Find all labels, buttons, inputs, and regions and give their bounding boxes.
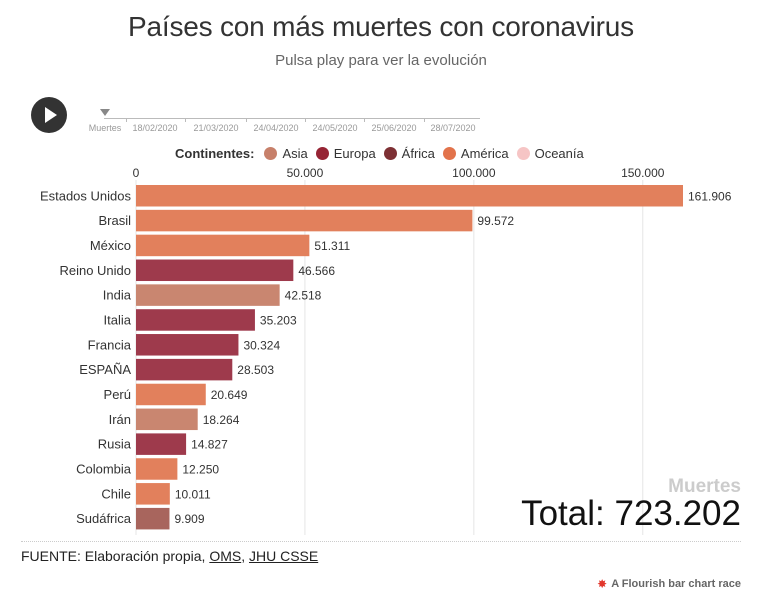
bar-value-label: 35.203 [260,313,297,327]
source-note: FUENTE: Elaboración propia, OMS, JHU CSS… [21,548,318,564]
timeline-date-label: 24/05/2020 [312,123,358,133]
timeline-track[interactable] [104,118,480,119]
timeline-date-label: 21/03/2020 [193,123,239,133]
bar-value-label: 42.518 [285,289,322,303]
chart-title: Países con más muertes con coronavirus [128,11,634,42]
legend-swatch [264,146,278,160]
bar [136,458,178,480]
chart-subtitle: Pulsa play para ver la evolución [275,52,487,69]
timeline-start-label: Muertes [88,123,122,133]
bar-value-label: 30.324 [243,338,280,352]
source-link-oms[interactable]: OMS [209,548,242,564]
bar [136,383,206,406]
legend-label: África [401,145,435,161]
legend-item-america[interactable]: América [442,145,509,161]
flourish-logo-icon: ✸ [597,577,608,591]
legend-title: Continentes: [175,145,255,161]
bar [136,433,187,455]
bar [136,483,170,505]
legend-label: América [460,145,509,161]
timeline-tick [126,118,127,122]
bar-value-label: 14.827 [191,438,228,452]
credit-text: A Flourish bar chart race [611,578,741,590]
legend-swatch [442,146,456,160]
bar-category-label: Rusia [98,437,132,452]
timeline-slider[interactable]: Muertes 18/02/2020 21/03/2020 24/04/2020… [0,0,762,140]
legend-item-oceania[interactable]: Oceanía [516,145,584,161]
bar-category-label: México [90,238,131,253]
bar-category-label: India [103,288,132,303]
bar-category-label: Italia [104,312,132,327]
play-icon [45,107,57,123]
bar-category-label: Estados Unidos [40,188,132,203]
legend-item-asia[interactable]: Asia [264,145,308,161]
total-value: Total: 723.202 [521,494,741,533]
bar [136,309,255,331]
bar-category-label: Francia [88,337,132,352]
legend-label: Oceanía [534,145,584,161]
timeline-tick [364,118,365,122]
bar [136,234,310,257]
timeline-tick [246,118,247,122]
timeline-date-label: 24/04/2020 [253,123,299,133]
x-tick-label: 100.000 [452,166,496,180]
legend-item-europa[interactable]: Europa [315,145,376,161]
timeline-tick [424,118,425,122]
bar-value-label: 161.906 [688,189,732,203]
play-button[interactable] [31,97,67,133]
bar-value-label: 28.503 [237,363,274,377]
timeline-handle[interactable] [100,109,110,116]
legend-item-africa[interactable]: África [383,145,435,161]
x-tick-label: 150.000 [621,166,665,180]
bar [136,209,473,232]
bar-value-label: 12.250 [182,462,219,476]
bar-value-label: 99.572 [477,214,514,228]
legend-swatch [315,146,329,160]
x-tick-label: 0 [133,166,140,180]
bar-chart: 0 50.000 100.000 150.000 Estados Unidos 161.9… [40,166,732,535]
bar-category-label: Sudáfrica [76,511,132,526]
bar [136,334,239,356]
timeline-date-label: 25/06/2020 [371,123,417,133]
bar [136,185,683,207]
flourish-credit[interactable]: ✸ A Flourish bar chart race [597,577,741,591]
total-label: Muertes [668,476,741,497]
bar-category-label: ESPAÑA [79,362,131,377]
bar-category-label: Irán [109,412,131,427]
footer-divider [21,541,741,542]
timeline-date-label: 28/07/2020 [430,123,476,133]
legend-label: Europa [333,145,376,161]
source-prefix: FUENTE: Elaboración propia, [21,548,210,564]
legend-swatch [383,146,397,160]
source-link-jhu-csse[interactable]: JHU CSSE [248,548,319,564]
bar [136,284,280,306]
bar-value-label: 18.264 [203,413,240,427]
bar-value-label: 20.649 [211,388,248,402]
bar-category-label: Perú [104,387,131,402]
bar-value-label: 9.909 [174,512,204,526]
timeline-date-label: 18/02/2020 [132,123,178,133]
bar-value-label: 51.311 [314,239,350,253]
timeline-tick [305,118,306,122]
source-separator: , [241,548,249,564]
bar [136,259,294,282]
bar-category-label: Chile [101,486,131,501]
legend: Continentes: Asia Europa África América … [175,144,592,162]
bar [136,358,233,381]
bar-category-label: Colombia [76,461,132,476]
bar [136,408,198,431]
bar-category-label: Reino Unido [59,263,131,278]
x-tick-label: 50.000 [287,166,324,180]
legend-label: Asia [282,145,308,161]
bar-category-label: Brasil [98,213,131,228]
timeline-tick [185,118,186,122]
bar-value-label: 10.011 [175,487,211,501]
legend-swatch [516,146,530,160]
bar [136,507,170,530]
bar-value-label: 46.566 [298,264,335,278]
